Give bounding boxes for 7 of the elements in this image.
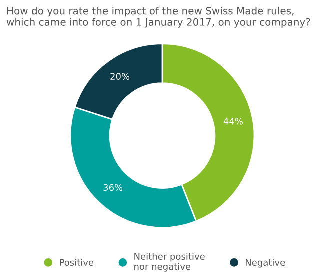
- legend-label: Neither positive nor negative: [134, 253, 205, 272]
- data-label: 20%: [110, 73, 130, 80]
- legend-label: Positive: [60, 259, 94, 266]
- data-label: 36%: [104, 184, 123, 192]
- legend-label: Negative: [246, 259, 286, 268]
- chart-title: How do you rate the impact of the new Swiss Made rules, which came into force on 1 January 2017, on your company?: [6, 7, 310, 28]
- data-label: 44%: [224, 118, 243, 125]
